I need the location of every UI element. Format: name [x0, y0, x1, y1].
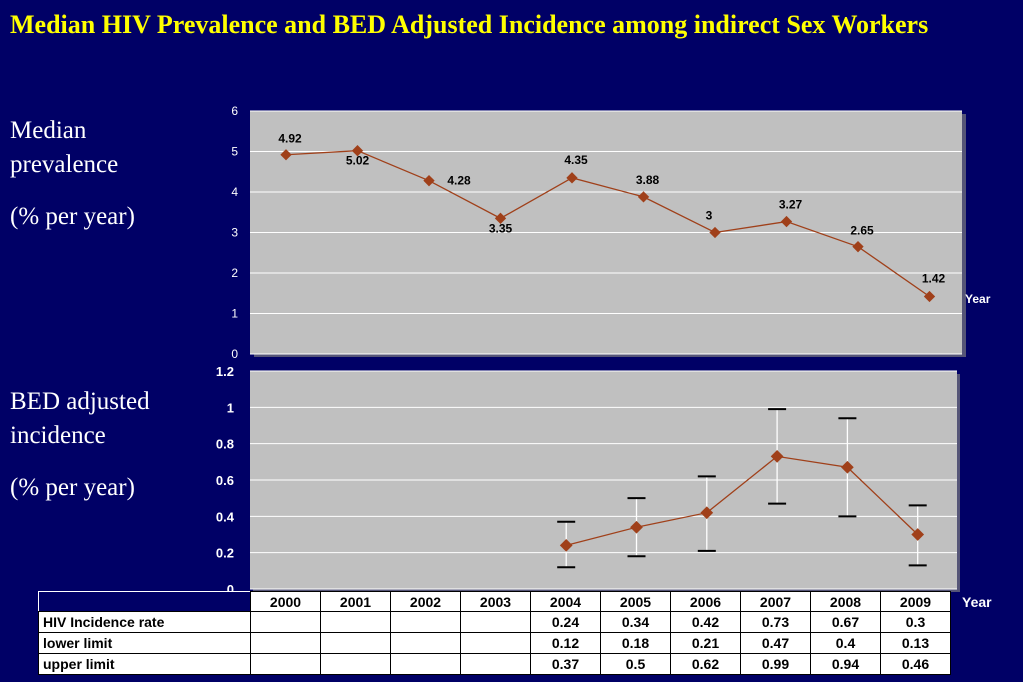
- prevalence-point: [423, 175, 435, 187]
- page-title: Median HIV Prevalence and BED Adjusted I…: [10, 10, 929, 39]
- prevalence-data-label: 3: [706, 209, 713, 223]
- table-cell: 0.42: [670, 611, 741, 633]
- prevalence-data-label: 4.28: [447, 174, 471, 188]
- table-year-header: 2008: [810, 591, 881, 612]
- table-cell: 0.3: [880, 611, 951, 633]
- prevalence-label-line1: Median: [10, 117, 87, 144]
- table-cell: [250, 632, 321, 654]
- table-row: upper limit 0.37 0.5 0.62 0.99 0.94 0.46: [38, 653, 951, 675]
- prevalence-label: Median prevalence (% per year): [10, 114, 135, 234]
- prevalence-unit: (% per year): [10, 203, 135, 230]
- prevalence-data-label: 4.35: [564, 153, 588, 167]
- prevalence-data-label: 5.02: [346, 154, 370, 168]
- table-year-header: 2006: [670, 591, 741, 612]
- y-tick-label: 3: [231, 226, 238, 240]
- table-cell: 0.24: [530, 611, 601, 633]
- table-row: lower limit 0.12 0.18 0.21 0.47 0.4 0.13: [38, 632, 951, 654]
- y-tick-label: 0: [227, 582, 234, 597]
- table-year-header: 2002: [390, 591, 461, 612]
- prevalence-line: [285, 150, 930, 298]
- table-header-row: 2000 2001 2002 2003 2004 2005 2006 2007 2008 2009: [38, 591, 951, 612]
- table-cell: 0.37: [530, 653, 601, 675]
- table-year-header: 2005: [600, 591, 671, 612]
- incidence-label-line2: incidence: [10, 422, 106, 449]
- table-cell: 0.12: [530, 632, 601, 654]
- table-cell: 0.99: [740, 653, 811, 675]
- table-cell: 0.21: [670, 632, 741, 654]
- y-tick-label: 4: [231, 185, 238, 199]
- y-tick-label: 6: [231, 104, 238, 118]
- incidence-chart: 0 0.2 0.4 0.6 0.8 1 1.2: [216, 364, 960, 597]
- prevalence-data-label: 4.92: [278, 132, 302, 146]
- table-cell: 0.34: [600, 611, 671, 633]
- incidence-unit: (% per year): [10, 474, 135, 501]
- y-tick-label: 2: [231, 266, 238, 280]
- prevalence-data-label: 3.27: [779, 198, 803, 212]
- table-cell: [460, 632, 531, 654]
- table-cell: 0.67: [810, 611, 881, 633]
- prevalence-data-label: 2.65: [850, 224, 874, 238]
- table-cell: 0.5: [600, 653, 671, 675]
- table-cell: [390, 611, 461, 633]
- prevalence-point: [566, 172, 578, 184]
- table-cell: [390, 632, 461, 654]
- prevalence-data-label: 3.88: [636, 173, 660, 187]
- prevalence-point: [637, 191, 650, 203]
- prevalence-point: [494, 212, 507, 224]
- prevalence-chart: 0 1 2 3 4 5 6 4.92 5.02 4.28 3.35 4.35 3.88 3 3.27 2.65…: [231, 104, 990, 361]
- table-cell: 0.18: [600, 632, 671, 654]
- table-cell: 0.13: [880, 632, 951, 654]
- table-row-label: HIV Incidence rate: [38, 611, 251, 633]
- table-year-header: 2003: [460, 591, 531, 612]
- table-corner: [38, 591, 251, 612]
- table-year-header: 2009: [880, 591, 951, 612]
- y-tick-label: 5: [231, 145, 238, 159]
- table-cell: [250, 653, 321, 675]
- table-cell: [250, 611, 321, 633]
- prevalence-x-axis-label: Year: [965, 292, 991, 306]
- y-tick-label: 0.4: [216, 509, 235, 524]
- table-year-header: 2000: [250, 591, 321, 612]
- prevalence-point: [852, 241, 864, 253]
- incidence-line: [566, 455, 919, 547]
- prevalence-data-label: 3.35: [489, 221, 513, 235]
- y-tick-label: 0.8: [216, 437, 234, 452]
- prevalence-data-label: 1.42: [922, 271, 946, 285]
- prevalence-point: [280, 149, 292, 161]
- y-tick-label: 0: [231, 347, 238, 361]
- prevalence-label-line2: prevalence: [10, 151, 119, 178]
- table-cell: 0.62: [670, 653, 741, 675]
- table-cell: 0.94: [810, 653, 881, 675]
- incidence-label-line1: BED adjusted: [10, 388, 150, 415]
- table-year-header: 2001: [320, 591, 391, 612]
- table-cell: 0.73: [740, 611, 811, 633]
- table-row: HIV Incidence rate 0.24 0.34 0.42 0.73 0.67 0.…: [38, 611, 951, 633]
- prevalence-point: [351, 145, 364, 157]
- y-tick-label: 1: [231, 307, 238, 321]
- table-row-label: upper limit: [38, 653, 251, 675]
- incidence-label: BED adjusted incidence (% per year): [10, 385, 150, 505]
- table-cell: [320, 632, 391, 654]
- y-tick-label: 1: [227, 400, 234, 415]
- prevalence-point: [709, 226, 721, 239]
- table-cell: [390, 653, 461, 675]
- incidence-data-table: 2000 2001 2002 2003 2004 2005 2006 2007 2008 2009…: [38, 591, 951, 675]
- y-tick-label: 0.2: [216, 546, 234, 561]
- prevalence-point: [923, 290, 936, 303]
- y-tick-label: 0.6: [216, 473, 234, 488]
- prevalence-point: [780, 215, 793, 228]
- table-year-header: 2007: [740, 591, 811, 612]
- table-cell: 0.47: [740, 632, 811, 654]
- table-cell: [320, 653, 391, 675]
- table-year-axis-label: Year: [962, 594, 992, 610]
- table-cell: [320, 611, 391, 633]
- table-cell: [460, 653, 531, 675]
- table-year-header: 2004: [530, 591, 601, 612]
- table-cell: 0.46: [880, 653, 951, 675]
- table-cell: [460, 611, 531, 633]
- y-tick-label: 1.2: [216, 364, 234, 379]
- table-cell: 0.4: [810, 632, 881, 654]
- table-row-label: lower limit: [38, 632, 251, 654]
